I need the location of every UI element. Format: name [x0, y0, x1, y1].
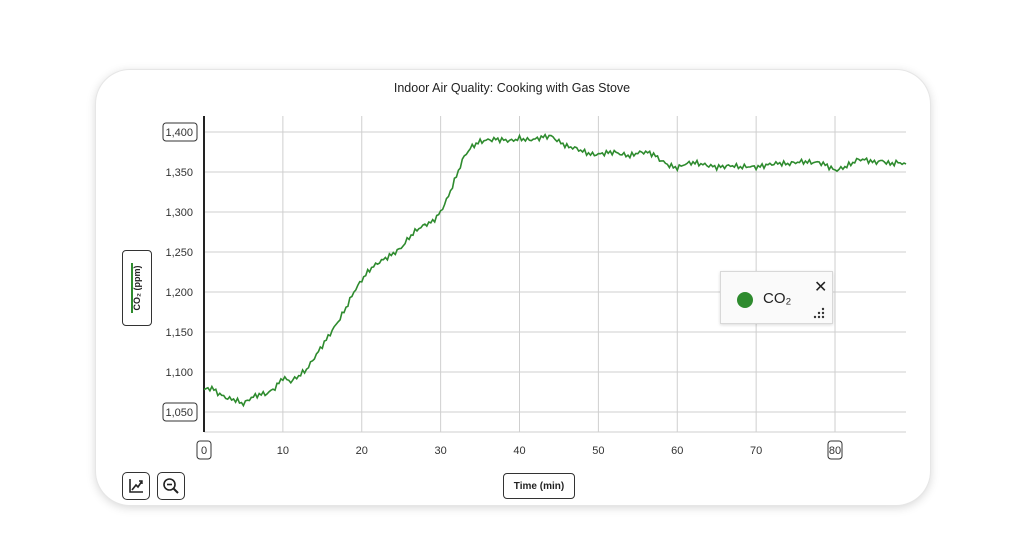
y-tick-box: [162, 122, 198, 142]
autoscale-button[interactable]: [122, 472, 150, 500]
x-tick-label: 80: [829, 445, 841, 457]
x-tick-label: 60: [671, 445, 683, 457]
drag-handle-icon[interactable]: [813, 307, 825, 319]
x-tick-label: 10: [277, 445, 289, 457]
y-tick-label: 1,350: [165, 167, 193, 179]
legend-label: CO₂: [763, 290, 792, 307]
x-tick-label: 30: [435, 445, 447, 457]
series-line-co2: [203, 132, 907, 408]
x-tick-box: [827, 440, 843, 460]
zoom-out-button[interactable]: [157, 472, 185, 500]
y-tick-label: 1,300: [165, 207, 193, 219]
legend-swatch: [737, 292, 753, 308]
x-tick-box: [196, 440, 212, 460]
x-tick-label: 40: [513, 445, 525, 457]
y-tick-box: [162, 402, 198, 422]
y-axis-label-button[interactable]: CO₂ (ppm): [122, 250, 152, 326]
chart-autoscale-icon: [129, 479, 143, 493]
x-axis-label: Time (min): [513, 480, 565, 492]
y-tick-label: 1,250: [165, 247, 193, 259]
x-tick-labels: 0 10 20 30 40 50 60 70 80: [196, 440, 843, 460]
y-tick-label: 1,150: [165, 327, 193, 339]
x-tick-label: 70: [750, 445, 762, 457]
legend-close-button[interactable]: ✕: [814, 279, 828, 296]
y-tick-labels: 1,050 1,100 1,150 1,200 1,250 1,300 1,350 1,400: [162, 122, 198, 422]
y-axis-label: CO₂ (ppm): [132, 265, 142, 311]
chart-title: Indoor Air Quality: Cooking with Gas Sto…: [393, 81, 631, 95]
x-axis-label-button[interactable]: Time (min): [503, 473, 575, 499]
legend-box[interactable]: CO₂ ✕: [720, 271, 833, 324]
zoom-out-icon: [163, 478, 179, 494]
y-tick-label: 1,400: [165, 127, 193, 139]
y-tick-label: 1,100: [165, 367, 193, 379]
x-tick-label: 20: [356, 445, 368, 457]
y-tick-label: 1,050: [165, 407, 193, 419]
series-color-indicator: [131, 263, 133, 313]
y-tick-label: 1,200: [165, 287, 193, 299]
x-tick-label: 0: [201, 445, 207, 457]
x-tick-label: 50: [592, 445, 604, 457]
